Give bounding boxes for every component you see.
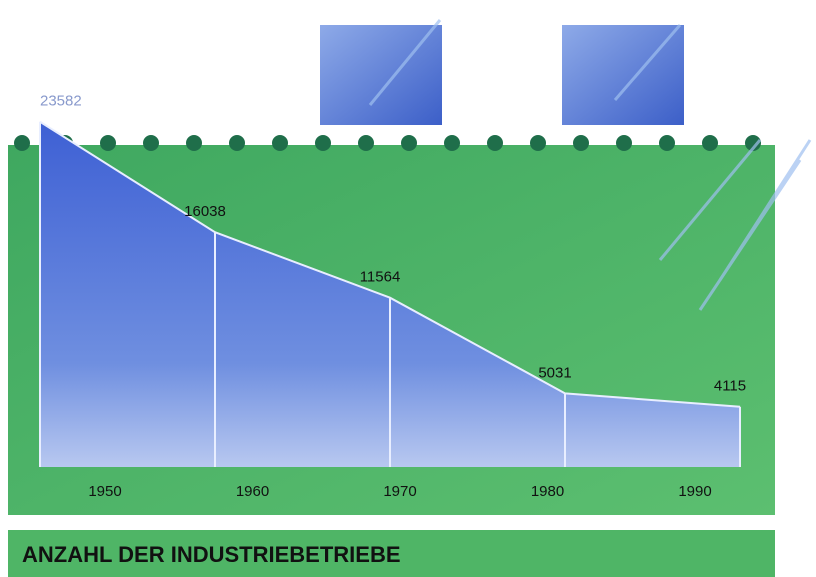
decor-streaks: [368, 19, 812, 311]
x-tick-label: 1950: [88, 483, 121, 500]
decor-dot: [702, 135, 718, 151]
decor-dot: [272, 135, 288, 151]
value-label: 23582: [40, 93, 82, 110]
decor-dot: [143, 135, 159, 151]
value-label: 4115: [714, 378, 746, 395]
x-tick-label: 1960: [236, 483, 269, 500]
decor-dot: [14, 135, 30, 151]
decor-dot: [401, 135, 417, 151]
value-label: 11564: [360, 269, 401, 286]
decor-dot: [315, 135, 331, 151]
decor-dot: [530, 135, 546, 151]
decor-dot: [745, 135, 761, 151]
decor-dot: [487, 135, 503, 151]
decor-dot: [229, 135, 245, 151]
x-tick-label: 1970: [383, 483, 416, 500]
value-label: 5031: [538, 364, 571, 381]
decor-dot: [358, 135, 374, 151]
value-label: 16038: [184, 203, 226, 220]
decor-dot: [659, 135, 675, 151]
decor-dot: [573, 135, 589, 151]
title-bar: [8, 530, 775, 577]
area-line: [39, 120, 741, 408]
x-tick-label: 1990: [678, 483, 711, 500]
decor-dot: [444, 135, 460, 151]
decor-dot: [100, 135, 116, 151]
x-tick-label: 1980: [531, 483, 564, 500]
chart-title: ANZAHL DER INDUSTRIEBETRIEBE: [22, 542, 401, 567]
decor-dot: [616, 135, 632, 151]
decor-dot: [186, 135, 202, 151]
